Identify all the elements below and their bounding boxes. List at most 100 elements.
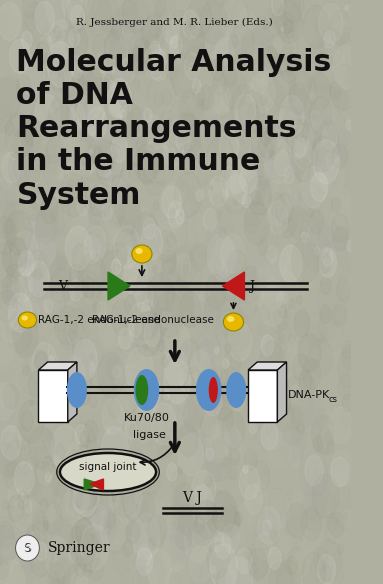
Ellipse shape — [345, 5, 348, 11]
Ellipse shape — [192, 566, 208, 584]
Ellipse shape — [246, 48, 260, 72]
Ellipse shape — [192, 471, 216, 511]
Ellipse shape — [178, 424, 198, 457]
Ellipse shape — [175, 127, 191, 152]
Ellipse shape — [35, 439, 52, 467]
Ellipse shape — [113, 366, 121, 378]
Ellipse shape — [219, 408, 233, 432]
Ellipse shape — [18, 491, 29, 509]
Ellipse shape — [0, 156, 11, 175]
Ellipse shape — [271, 385, 290, 417]
Ellipse shape — [198, 85, 214, 111]
Ellipse shape — [81, 154, 88, 165]
Ellipse shape — [172, 314, 180, 326]
Ellipse shape — [75, 81, 103, 127]
Text: DNA-PK: DNA-PK — [288, 390, 331, 400]
Ellipse shape — [0, 217, 16, 255]
Ellipse shape — [155, 152, 159, 158]
Ellipse shape — [221, 339, 227, 348]
Ellipse shape — [129, 424, 136, 436]
Ellipse shape — [116, 133, 119, 138]
Ellipse shape — [344, 1, 355, 20]
Ellipse shape — [8, 280, 23, 305]
Ellipse shape — [24, 251, 51, 296]
Ellipse shape — [47, 194, 67, 228]
Ellipse shape — [200, 0, 227, 44]
Ellipse shape — [21, 155, 42, 190]
Ellipse shape — [207, 458, 221, 481]
Ellipse shape — [169, 221, 185, 248]
Ellipse shape — [166, 54, 169, 60]
Ellipse shape — [101, 19, 108, 30]
Ellipse shape — [249, 145, 273, 185]
Ellipse shape — [23, 365, 29, 376]
Ellipse shape — [262, 62, 286, 103]
Ellipse shape — [244, 449, 257, 470]
Ellipse shape — [327, 103, 343, 129]
Ellipse shape — [152, 266, 157, 273]
Ellipse shape — [65, 24, 88, 61]
Ellipse shape — [121, 102, 129, 116]
Ellipse shape — [112, 260, 117, 268]
Ellipse shape — [25, 157, 40, 183]
Ellipse shape — [94, 311, 103, 327]
Ellipse shape — [84, 505, 110, 549]
Ellipse shape — [196, 189, 203, 201]
Ellipse shape — [108, 29, 117, 44]
Ellipse shape — [76, 370, 80, 376]
Ellipse shape — [295, 305, 307, 326]
Ellipse shape — [239, 465, 260, 499]
Ellipse shape — [226, 160, 246, 193]
Ellipse shape — [347, 279, 352, 288]
Ellipse shape — [204, 271, 230, 314]
Ellipse shape — [303, 376, 315, 395]
Ellipse shape — [113, 539, 119, 551]
Ellipse shape — [27, 524, 40, 545]
Ellipse shape — [177, 133, 201, 175]
Ellipse shape — [45, 472, 51, 482]
Ellipse shape — [16, 535, 39, 561]
Ellipse shape — [51, 267, 72, 303]
Ellipse shape — [115, 184, 139, 225]
Ellipse shape — [171, 53, 198, 99]
Ellipse shape — [124, 124, 132, 137]
Ellipse shape — [170, 408, 184, 432]
Ellipse shape — [106, 22, 128, 58]
Ellipse shape — [312, 474, 339, 519]
Ellipse shape — [7, 312, 31, 353]
Text: 𝕊: 𝕊 — [23, 541, 31, 554]
Ellipse shape — [221, 111, 226, 119]
Ellipse shape — [128, 234, 156, 281]
Ellipse shape — [213, 366, 222, 380]
Ellipse shape — [130, 54, 142, 74]
Ellipse shape — [50, 68, 64, 91]
Ellipse shape — [167, 232, 175, 248]
Ellipse shape — [37, 326, 48, 345]
Ellipse shape — [87, 441, 93, 452]
Ellipse shape — [172, 491, 198, 534]
Ellipse shape — [152, 149, 174, 186]
Ellipse shape — [158, 339, 165, 352]
Ellipse shape — [191, 300, 210, 332]
Ellipse shape — [134, 369, 159, 411]
Ellipse shape — [233, 106, 260, 151]
Ellipse shape — [288, 547, 306, 577]
Ellipse shape — [50, 331, 74, 371]
Ellipse shape — [305, 455, 323, 485]
Ellipse shape — [0, 119, 5, 133]
Ellipse shape — [265, 124, 283, 155]
Ellipse shape — [129, 317, 142, 337]
Ellipse shape — [95, 139, 115, 173]
Ellipse shape — [149, 114, 157, 128]
Ellipse shape — [206, 378, 224, 408]
Ellipse shape — [91, 251, 95, 258]
Ellipse shape — [22, 31, 32, 49]
Ellipse shape — [140, 211, 156, 237]
Ellipse shape — [74, 560, 79, 569]
Text: R. Jessberger and M. R. Lieber (Eds.): R. Jessberger and M. R. Lieber (Eds.) — [77, 18, 273, 27]
Ellipse shape — [324, 114, 348, 154]
Ellipse shape — [133, 29, 142, 42]
Ellipse shape — [272, 193, 299, 238]
Ellipse shape — [165, 350, 188, 390]
Ellipse shape — [43, 520, 49, 530]
